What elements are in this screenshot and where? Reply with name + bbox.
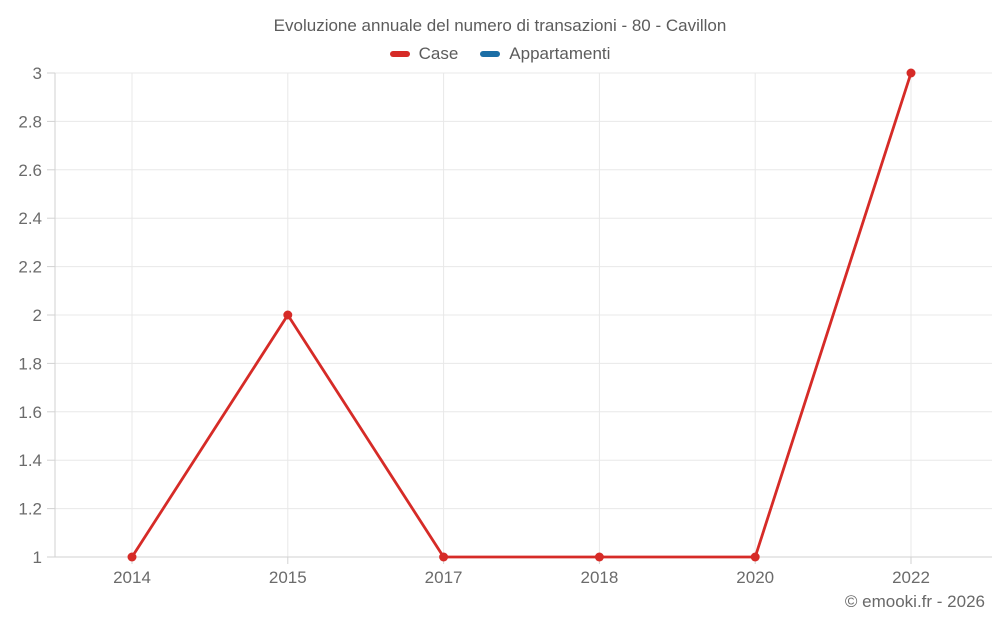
y-axis-tick-label: 1 bbox=[33, 548, 42, 567]
legend: Case Appartamenti bbox=[0, 44, 1000, 64]
x-axis-tick-label: 2022 bbox=[892, 568, 930, 587]
legend-item-appartamenti[interactable]: Appartamenti bbox=[480, 44, 610, 64]
x-axis-tick-label: 2014 bbox=[113, 568, 151, 587]
y-axis-tick-label: 1.2 bbox=[18, 500, 42, 519]
y-axis-tick-label: 2.4 bbox=[18, 209, 42, 228]
data-point-case[interactable] bbox=[439, 552, 449, 562]
y-axis-tick-label: 2.2 bbox=[18, 258, 42, 277]
legend-label-case: Case bbox=[418, 44, 459, 63]
data-point-case[interactable] bbox=[283, 310, 293, 320]
y-axis-tick-label: 2.8 bbox=[18, 112, 42, 131]
y-axis-tick-label: 1.6 bbox=[18, 403, 42, 422]
y-axis-tick-label: 2 bbox=[33, 306, 42, 325]
x-axis-tick-label: 2017 bbox=[425, 568, 463, 587]
y-axis-tick-label: 1.8 bbox=[18, 354, 42, 373]
chart-title: Evoluzione annuale del numero di transaz… bbox=[273, 16, 727, 35]
y-axis-tick-label: 1.4 bbox=[18, 451, 42, 470]
legend-label-appartamenti: Appartamenti bbox=[509, 44, 611, 63]
x-axis-tick-label: 2015 bbox=[269, 568, 307, 587]
x-axis-tick-label: 2020 bbox=[736, 568, 774, 587]
data-point-case[interactable] bbox=[594, 552, 604, 562]
legend-swatch-case-icon bbox=[389, 51, 410, 57]
y-axis-tick-label: 2.6 bbox=[18, 161, 42, 180]
data-point-case[interactable] bbox=[750, 552, 760, 562]
series-line-case bbox=[130, 72, 913, 559]
y-axis-tick-label: 3 bbox=[33, 64, 42, 83]
copyright-text: © emooki.fr - 2026 bbox=[844, 592, 985, 611]
x-axis-tick-label: 2018 bbox=[580, 568, 618, 587]
legend-swatch-appartamenti-icon bbox=[480, 51, 501, 57]
legend-item-case[interactable]: Case bbox=[389, 44, 459, 64]
data-point-case[interactable] bbox=[906, 68, 916, 78]
data-point-case[interactable] bbox=[127, 552, 137, 562]
